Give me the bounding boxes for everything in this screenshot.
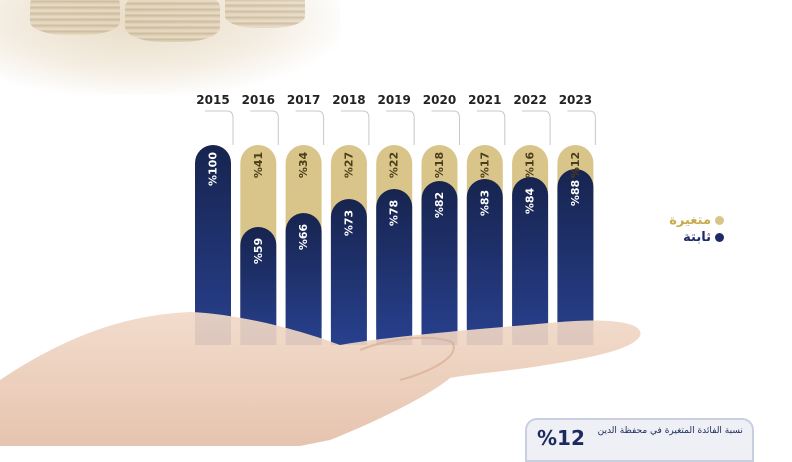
legend-item-variable: متغيرة xyxy=(664,212,724,229)
legend-label-variable: متغيرة xyxy=(669,213,711,228)
bar-segment-fixed xyxy=(240,227,277,345)
year-connector-line xyxy=(476,110,506,145)
legend-label-fixed: ثابتة xyxy=(683,230,711,245)
data-label-fixed: %88 xyxy=(569,180,582,206)
year-label: 2017 xyxy=(287,93,320,107)
year-connector-line xyxy=(386,110,415,145)
bar-segment-fixed xyxy=(330,199,367,345)
legend-swatch-variable xyxy=(715,216,724,225)
info-card: %12 نسبة الفائدة المتغيرة في محفظة الدين xyxy=(525,418,754,462)
bar-segment-fixed xyxy=(195,145,231,345)
coin-stack xyxy=(225,0,305,28)
bar-segment-fixed xyxy=(421,181,458,345)
year-label: 2022 xyxy=(513,93,546,107)
thumb-outline xyxy=(359,336,455,381)
coin-stack xyxy=(30,0,120,35)
data-label-fixed: %84 xyxy=(524,187,537,214)
legend-swatch-fixed xyxy=(715,233,724,242)
bar-segment-fixed xyxy=(285,213,322,345)
year-label: 2020 xyxy=(423,93,456,107)
bars-layer: 2015 %100 2016 %41 %59 2017 %34 %66 2018 %27 %73 20… xyxy=(195,93,596,345)
year-label: 2023 xyxy=(559,93,592,107)
data-label-fixed: %82 xyxy=(433,192,446,218)
stacked-bar-chart: 2015 %100 2016 %41 %59 2017 %34 %66 2018 %27 %73 20… xyxy=(0,93,641,446)
year-connector-line xyxy=(567,110,596,145)
data-label-fixed: %83 xyxy=(478,190,491,216)
chart-legend: متغيرة ثابتة xyxy=(664,212,724,246)
year-connector-line xyxy=(431,110,460,145)
data-label-variable: %22 xyxy=(388,152,401,178)
year-label: 2019 xyxy=(377,93,410,107)
year-connector-line xyxy=(250,110,279,145)
bar-segment-fixed xyxy=(557,169,594,345)
data-label-fixed: %59 xyxy=(252,238,265,264)
data-label-fixed: %78 xyxy=(388,200,401,226)
bar-segment-fixed xyxy=(466,179,503,345)
year-label: 2015 xyxy=(196,93,229,107)
data-label-variable: %17 xyxy=(478,152,491,178)
year-connector-line xyxy=(295,110,325,145)
data-label-variable: %12 xyxy=(569,152,582,178)
data-label-variable: %16 xyxy=(524,151,537,178)
info-card-text: نسبة الفائدة المتغيرة في محفظة الدين xyxy=(597,426,743,436)
year-connector-line xyxy=(522,110,551,145)
year-label: 2016 xyxy=(242,93,275,107)
legend-item-fixed: ثابتة xyxy=(664,229,724,246)
coin-stack xyxy=(125,0,220,42)
data-label-fixed: %73 xyxy=(342,210,355,236)
coins-background-image xyxy=(0,0,340,95)
year-label: 2021 xyxy=(468,93,501,107)
data-label-variable: %34 xyxy=(297,151,310,178)
data-label-fixed: %66 xyxy=(297,223,310,250)
year-label: 2018 xyxy=(332,93,365,107)
bar-segment-fixed xyxy=(376,189,413,345)
data-label-variable: %18 xyxy=(433,152,446,178)
data-label-variable: %27 xyxy=(342,152,355,178)
data-label-variable: %41 xyxy=(252,152,265,178)
year-connector-line xyxy=(340,110,370,145)
palm-hand-image xyxy=(0,312,641,446)
data-label-fixed: %100 xyxy=(207,152,220,186)
bar-segment-fixed xyxy=(512,177,549,345)
year-connector-line xyxy=(205,110,234,145)
